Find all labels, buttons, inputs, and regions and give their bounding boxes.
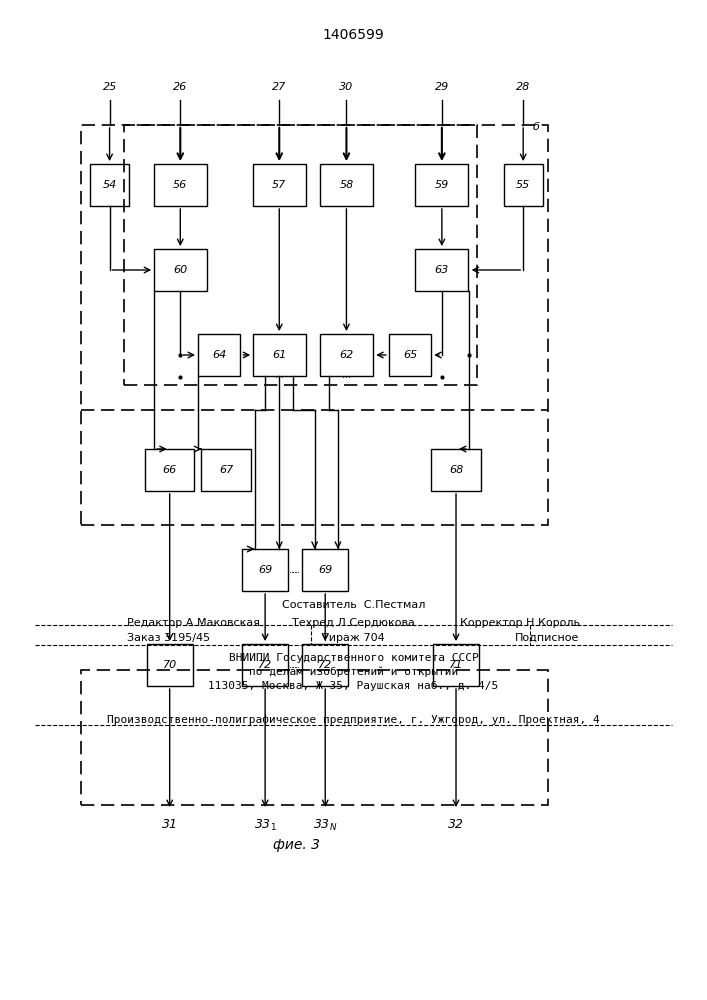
- Text: 29: 29: [435, 82, 449, 92]
- Text: 58: 58: [339, 180, 354, 190]
- Text: 31: 31: [162, 818, 177, 832]
- Text: 32: 32: [448, 818, 464, 832]
- FancyBboxPatch shape: [253, 164, 305, 206]
- Text: 72: 72: [258, 660, 272, 670]
- Text: 57: 57: [272, 180, 286, 190]
- Text: ...: ...: [291, 715, 300, 725]
- Text: Редактор А.Маковская: Редактор А.Маковская: [127, 618, 260, 628]
- Text: Подписное: Подписное: [515, 633, 580, 643]
- Text: 66: 66: [163, 465, 177, 475]
- FancyBboxPatch shape: [389, 334, 431, 376]
- Text: 69: 69: [258, 565, 272, 575]
- FancyBboxPatch shape: [503, 164, 543, 206]
- FancyBboxPatch shape: [201, 449, 251, 491]
- FancyBboxPatch shape: [90, 164, 129, 206]
- Text: ...: ...: [342, 370, 351, 380]
- Text: Тираж 704: Тираж 704: [322, 633, 385, 643]
- Text: 55: 55: [516, 180, 530, 190]
- FancyBboxPatch shape: [146, 644, 192, 686]
- Text: 56: 56: [173, 180, 187, 190]
- Text: 67: 67: [219, 465, 233, 475]
- FancyBboxPatch shape: [153, 164, 206, 206]
- Text: 63: 63: [435, 265, 449, 275]
- Text: 1406599: 1406599: [322, 28, 385, 42]
- Text: Заказ 3195/45: Заказ 3195/45: [127, 633, 211, 643]
- Text: ВНИИПИ Государственного комитета СССР: ВНИИПИ Государственного комитета СССР: [228, 653, 479, 663]
- FancyBboxPatch shape: [431, 449, 481, 491]
- Text: 68: 68: [449, 465, 463, 475]
- Text: 72: 72: [318, 660, 332, 670]
- Text: 33$_N$: 33$_N$: [313, 817, 337, 833]
- FancyBboxPatch shape: [253, 334, 305, 376]
- FancyBboxPatch shape: [302, 644, 348, 686]
- Text: ...: ...: [275, 370, 284, 380]
- FancyBboxPatch shape: [242, 644, 288, 686]
- Text: Корректор Н.Король: Корректор Н.Король: [460, 618, 580, 628]
- Text: 25: 25: [103, 82, 117, 92]
- FancyBboxPatch shape: [320, 334, 373, 376]
- Text: ...: ...: [289, 565, 298, 575]
- Text: Составитель  С.Пестмал: Составитель С.Пестмал: [282, 600, 425, 610]
- FancyBboxPatch shape: [198, 334, 240, 376]
- Text: 61: 61: [272, 350, 286, 360]
- Text: 26: 26: [173, 82, 187, 92]
- Text: 28: 28: [516, 82, 530, 92]
- Text: 70: 70: [163, 660, 177, 670]
- FancyBboxPatch shape: [145, 449, 194, 491]
- FancyBboxPatch shape: [242, 549, 288, 591]
- FancyBboxPatch shape: [320, 164, 373, 206]
- FancyBboxPatch shape: [415, 164, 468, 206]
- Text: б: б: [532, 122, 539, 132]
- Text: 60: 60: [173, 265, 187, 275]
- Text: 59: 59: [435, 180, 449, 190]
- Text: 64: 64: [212, 350, 226, 360]
- Text: 30: 30: [339, 82, 354, 92]
- FancyBboxPatch shape: [153, 249, 206, 291]
- Text: фие. 3: фие. 3: [274, 838, 320, 852]
- Text: 27: 27: [272, 82, 286, 92]
- Text: 71: 71: [449, 660, 463, 670]
- FancyBboxPatch shape: [433, 644, 479, 686]
- Text: 62: 62: [339, 350, 354, 360]
- Text: 69: 69: [318, 565, 332, 575]
- Text: 65: 65: [403, 350, 417, 360]
- FancyBboxPatch shape: [302, 549, 348, 591]
- Text: 54: 54: [103, 180, 117, 190]
- Text: ...: ...: [291, 660, 300, 670]
- Text: Производственно-полиграфическое предприятие, г. Ужгород, ул. Проектная, 4: Производственно-полиграфическое предприя…: [107, 715, 600, 725]
- Text: 33$_1$: 33$_1$: [254, 817, 276, 833]
- Text: 113035, Москва, Ж-35, Раушская наб., д. 4/5: 113035, Москва, Ж-35, Раушская наб., д. …: [209, 681, 498, 691]
- Text: ...: ...: [289, 660, 298, 670]
- Text: по делам изобретений и открытий: по делам изобретений и открытий: [249, 667, 458, 677]
- Text: ...: ...: [291, 565, 300, 575]
- Text: Техред Л.Сердюкова: Техред Л.Сердюкова: [292, 618, 415, 628]
- FancyBboxPatch shape: [415, 249, 468, 291]
